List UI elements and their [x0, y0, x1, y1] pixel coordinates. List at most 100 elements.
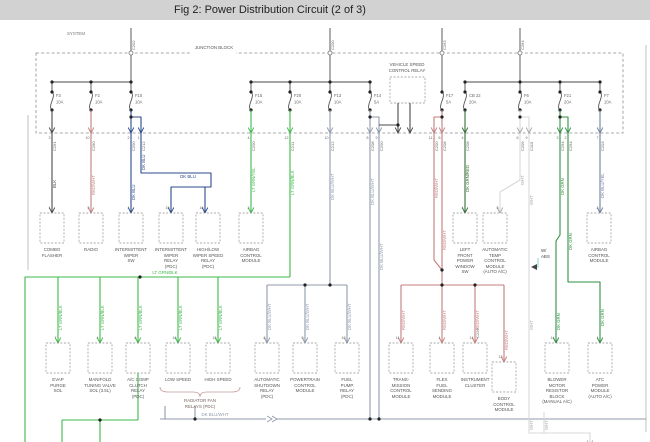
junction-dot [50, 80, 54, 84]
junction-dot [440, 90, 444, 94]
wire-color-label: RED/WHT [434, 178, 439, 198]
wire-color-label: DK BLU/WHT [330, 173, 335, 200]
fuse-rating: 10A [524, 100, 532, 105]
module-box [87, 342, 113, 374]
connector-chevron [525, 127, 533, 134]
junction-dot [440, 268, 444, 272]
pin-number-label: 3 [597, 206, 599, 210]
connector-chevron [596, 127, 604, 134]
wire-segment [433, 116, 443, 271]
module-box [238, 212, 264, 244]
wire-color-label: LT GRN/BLK [290, 170, 295, 195]
connector-label: C203 [600, 141, 605, 151]
connector-label: C260 [91, 141, 96, 151]
fuse-id: F14 [374, 93, 382, 98]
fuse-element [440, 91, 444, 111]
pin-number-label: 7 [55, 336, 57, 340]
module-box [195, 212, 221, 244]
junction-dot [598, 90, 602, 94]
wire-color-label: DK GRN [560, 178, 565, 195]
wire-color-label: DK BLU/YEL [600, 173, 605, 198]
fuse-element [463, 91, 467, 111]
connector-label: C264 [568, 141, 573, 151]
pin-number-label: 1 [138, 136, 140, 140]
fuse-element [249, 91, 253, 111]
wire-color-label: RED/WHT [91, 175, 96, 195]
module-box [482, 212, 508, 244]
wire-color-label: LT GRN/BLK [58, 305, 63, 330]
wire-color-label: DK BLU/WHT [347, 303, 352, 330]
junction-dot [50, 90, 54, 94]
connector-chevron [564, 127, 572, 134]
connector-label: C200 [434, 141, 439, 151]
pin-number-label: 3 [49, 136, 51, 140]
pin-number-label: 14 [470, 336, 474, 340]
module-box [388, 342, 414, 374]
wire-color-label: WHT [520, 175, 525, 185]
wire-color-label: DK GRN [600, 309, 605, 326]
wire-color-label: WHT [529, 195, 534, 205]
title-bar: Fig 2: Power Distribution Circuit (2 of … [0, 0, 650, 20]
pin-number-label: 4 [97, 336, 99, 340]
connector-chevron [137, 127, 145, 134]
wire-color-label: BLK [52, 180, 57, 188]
connector-label: C208 [442, 141, 447, 151]
junction-dot [440, 283, 444, 287]
pin-number-label: 5 [88, 206, 90, 210]
pin-number-label: 1 [439, 336, 441, 340]
junction-dot [249, 90, 253, 94]
junction-dot [303, 283, 307, 287]
wire-segment [131, 116, 212, 213]
wire-segment [555, 110, 561, 343]
fuse-id: F10 [135, 93, 143, 98]
fuse-id: F20 [294, 93, 302, 98]
module-box [544, 342, 570, 374]
pin-number-label: 6 [135, 336, 137, 340]
fuse-rating: 10A [294, 100, 302, 105]
connector-chevron [461, 127, 469, 134]
fuse-rating: 10A [135, 100, 143, 105]
connector-label: C200 [379, 141, 384, 151]
fuse-id: F3 [56, 93, 62, 98]
connector-chevron [48, 127, 56, 134]
connector-chevron [247, 127, 255, 134]
module-box [334, 342, 360, 374]
module-box [45, 342, 71, 374]
junction-dot [328, 283, 332, 287]
connector-chevron [438, 127, 446, 134]
junction-dot [89, 80, 93, 84]
connector-label: C202 [131, 40, 136, 50]
wire-segment [560, 116, 601, 343]
wire-color-label: RED/WHT [504, 330, 509, 350]
pin-number-label: 16 [173, 336, 177, 340]
junction-dot [473, 283, 477, 287]
pin-number-label: 4 [128, 206, 130, 210]
module-box [158, 212, 184, 244]
pin-number-label: 4 [462, 136, 464, 140]
pin-number-label: 15 [166, 206, 170, 210]
pin-number-label: 3 [557, 136, 559, 140]
pin-number-label: 9 [302, 336, 304, 340]
pin-number-label: 12 [285, 136, 289, 140]
connector-label: C220 [475, 328, 480, 338]
module-box [586, 212, 612, 244]
junction-dot [328, 80, 332, 84]
pin-number-label: 6 [517, 136, 519, 140]
connector-chevron [556, 127, 564, 134]
junction-dot [249, 80, 253, 84]
pin-number-label: 11 [429, 136, 433, 140]
wire-color-label: WHT [529, 320, 534, 330]
fuse-id: CB 22 [469, 93, 481, 98]
module-box [39, 212, 65, 244]
fuse-rating: 10A [56, 100, 64, 105]
fuse-id: F15 [255, 93, 263, 98]
pin-number-label: 10 [342, 336, 346, 340]
fuse-rating: 20A [469, 100, 477, 105]
fuse-rating: 5A [374, 100, 379, 105]
junction-dot [558, 80, 562, 84]
wire-color-label: DK GRN [556, 313, 561, 330]
connector-label: C200 [330, 40, 335, 50]
connector-label: C208 [370, 141, 375, 151]
pin-number-label: 2 [248, 206, 250, 210]
wire-color-label: DK BLU/WHT [370, 178, 375, 205]
